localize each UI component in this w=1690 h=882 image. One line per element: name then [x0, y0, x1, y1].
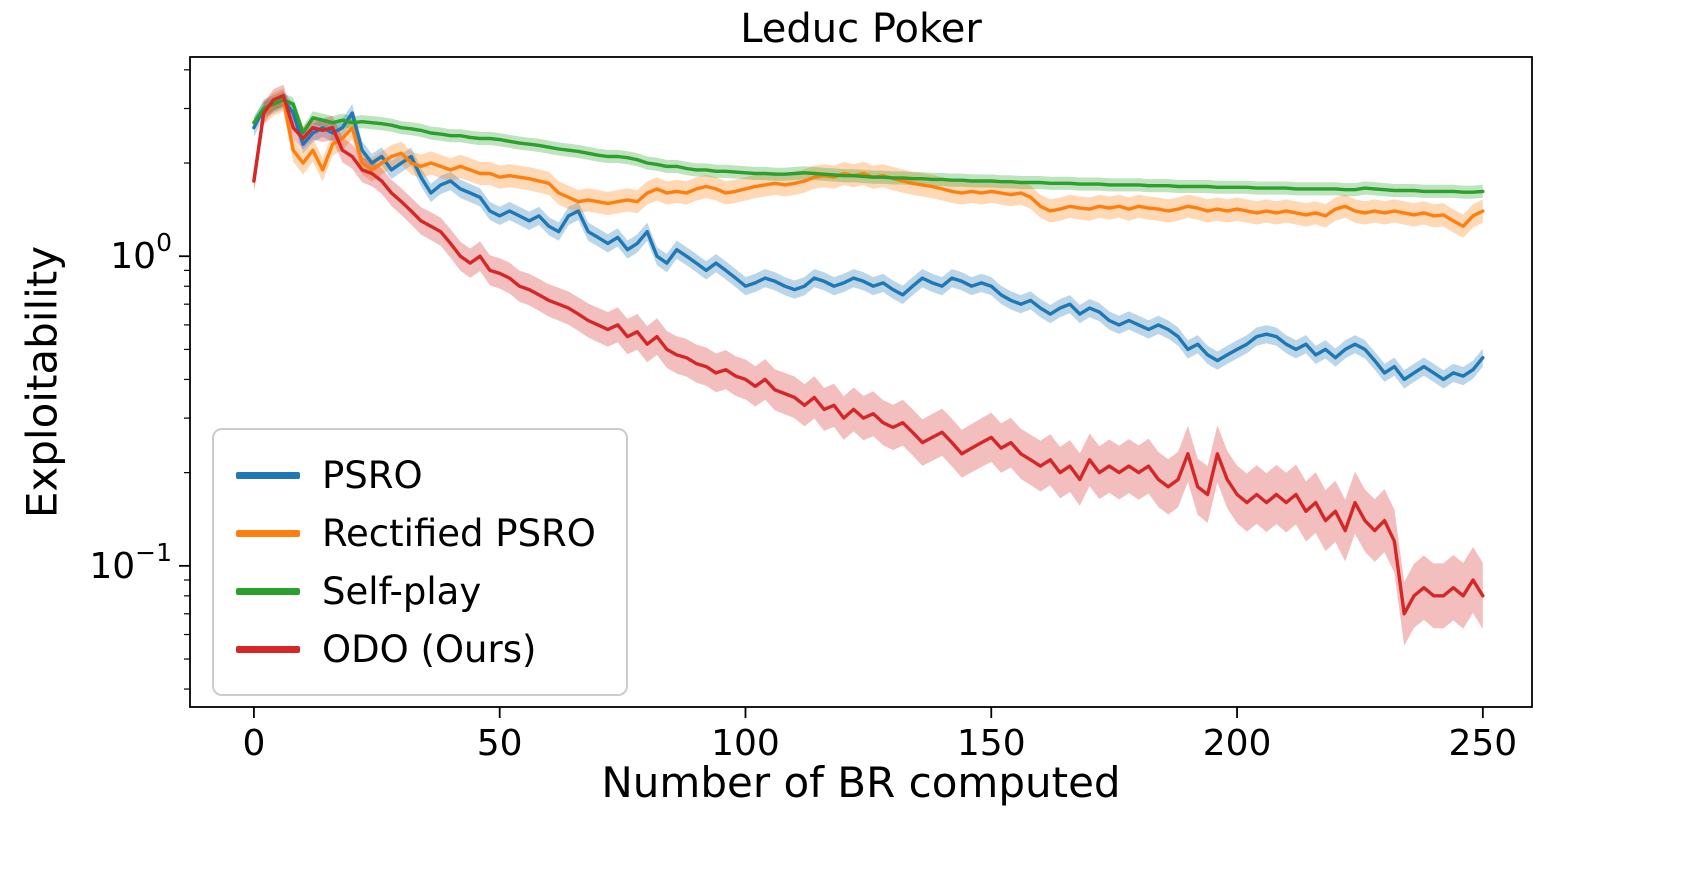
legend: PSRO Rectified PSRO Self-play ODO (Ours) [212, 428, 628, 696]
line-odo-ours- [252, 93, 1485, 616]
legend-line-swatch [236, 471, 300, 479]
line-self-play [252, 98, 1485, 194]
legend-entry-psro: PSRO [236, 446, 596, 504]
legend-entry-odo-ours-: ODO (Ours) [236, 620, 596, 678]
legend-label: Rectified PSRO [322, 511, 596, 555]
legend-line-swatch [236, 529, 300, 537]
x-tick-label: 0 [242, 723, 265, 764]
y-tick-label: 10−1 [89, 538, 172, 587]
x-tick-label: 250 [1448, 723, 1517, 764]
y-axis-label: Exploitability [17, 245, 67, 519]
line-psro [252, 98, 1485, 382]
legend-entry-rectified-psro: Rectified PSRO [236, 504, 596, 562]
band-rectified-psro [253, 88, 1483, 238]
x-tick-label: 100 [711, 723, 780, 764]
plot-frame [189, 56, 1533, 708]
x-tick-label: 200 [1203, 723, 1272, 764]
legend-label: PSRO [322, 453, 423, 497]
legend-entry-self-play: Self-play [236, 562, 596, 620]
x-tick-label: 150 [957, 723, 1026, 764]
legend-line-swatch [236, 587, 300, 595]
band-odo-ours- [253, 84, 1483, 646]
chart-title: Leduc Poker [740, 6, 982, 52]
legend-label: Self-play [322, 569, 482, 613]
x-axis-label: Number of BR computed [601, 758, 1121, 807]
legend-label: ODO (Ours) [322, 627, 537, 671]
y-tick-label: 100 [110, 228, 172, 277]
x-tick-label: 50 [477, 723, 523, 764]
legend-line-swatch [236, 645, 300, 653]
